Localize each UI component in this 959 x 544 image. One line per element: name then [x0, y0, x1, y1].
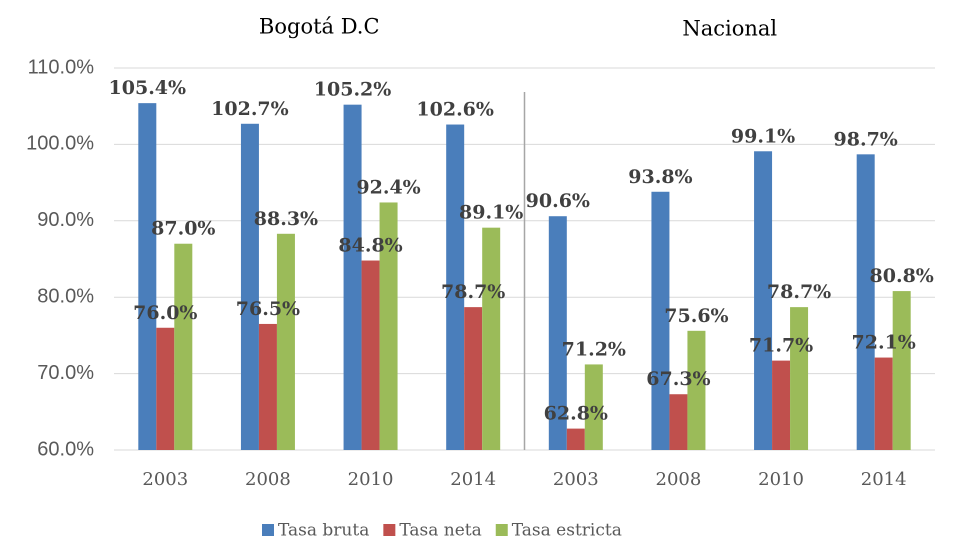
- value-label: 88.3%: [254, 208, 318, 230]
- value-label: 105.4%: [109, 77, 187, 99]
- value-label: 84.8%: [338, 235, 402, 257]
- x-tick-label: 2014: [861, 469, 907, 490]
- bar: [548, 216, 567, 450]
- panel-title: Nacional: [682, 17, 777, 41]
- value-label: 87.0%: [151, 218, 215, 240]
- y-tick-label: 80.0%: [37, 285, 94, 307]
- bar: [446, 124, 465, 450]
- value-label: 102.7%: [211, 98, 289, 120]
- y-tick-label: 60.0%: [37, 438, 94, 460]
- bar: [482, 227, 501, 450]
- x-tick-label: 2003: [553, 469, 599, 490]
- legend-label: Tasa bruta: [278, 521, 369, 541]
- panel-title: Bogotá D.C: [259, 15, 380, 39]
- value-label: 80.8%: [870, 265, 934, 287]
- bar: [687, 330, 706, 450]
- bar: [156, 327, 175, 450]
- bar: [138, 103, 157, 451]
- bar: [343, 104, 362, 450]
- bar: [874, 357, 893, 450]
- x-tick-label: 2003: [142, 469, 188, 490]
- legend-swatch: [383, 524, 396, 536]
- bar: [379, 202, 398, 450]
- x-tick-label: 2014: [450, 469, 496, 490]
- value-label: 92.4%: [356, 176, 420, 198]
- y-tick-label: 90.0%: [37, 209, 94, 231]
- bar: [651, 191, 670, 450]
- value-label: 90.6%: [526, 190, 590, 212]
- legend-label: Tasa estricta: [512, 521, 622, 541]
- value-label: 62.8%: [544, 403, 608, 425]
- value-label: 93.8%: [628, 166, 692, 188]
- bar: [584, 364, 603, 450]
- bar: [240, 123, 259, 450]
- legend-label: Tasa neta: [399, 521, 481, 541]
- legend-swatch: [495, 524, 508, 536]
- x-tick-label: 2008: [245, 469, 291, 490]
- value-label: 102.6%: [416, 99, 494, 121]
- value-label: 71.7%: [749, 335, 813, 357]
- value-label: 72.1%: [852, 332, 916, 354]
- bar: [276, 233, 295, 450]
- bar: [790, 307, 809, 450]
- bar: [464, 307, 483, 450]
- x-tick-label: 2010: [348, 469, 394, 490]
- value-label: 98.7%: [834, 128, 898, 150]
- value-label: 78.7%: [767, 281, 831, 303]
- value-label: 76.0%: [133, 302, 197, 324]
- x-tick-label: 2010: [758, 469, 804, 490]
- bar: [772, 360, 791, 450]
- bar: [258, 323, 277, 450]
- bar: [566, 428, 585, 450]
- value-label: 75.6%: [664, 305, 728, 327]
- y-tick-label: 70.0%: [37, 362, 94, 384]
- legend-swatch: [262, 524, 274, 536]
- bar: [892, 291, 911, 450]
- value-label: 99.1%: [731, 125, 795, 147]
- bar: [361, 260, 380, 450]
- bar: [856, 154, 875, 450]
- value-label: 89.1%: [459, 202, 523, 224]
- bar: [669, 394, 688, 450]
- y-tick-label: 110.0%: [28, 56, 95, 78]
- value-label: 71.2%: [562, 338, 626, 360]
- value-label: 78.7%: [441, 281, 505, 303]
- x-tick-label: 2008: [656, 469, 702, 490]
- value-label: 67.3%: [646, 368, 710, 390]
- y-tick-label: 100.0%: [26, 133, 94, 155]
- bar: [174, 243, 193, 450]
- bar: [754, 151, 773, 450]
- value-label: 76.5%: [236, 298, 300, 320]
- value-label: 105.2%: [314, 79, 392, 101]
